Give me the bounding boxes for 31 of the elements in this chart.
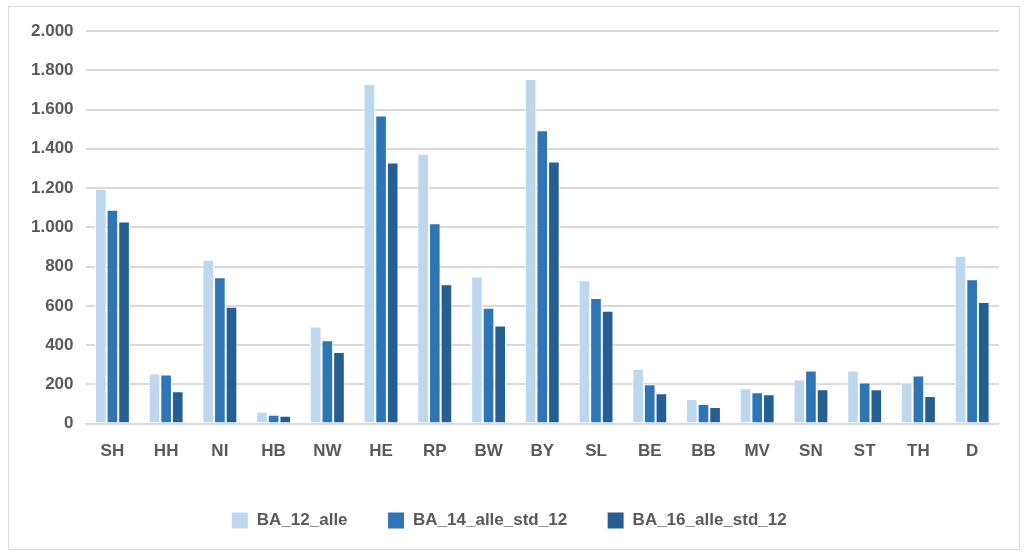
x-tick-label: HH <box>153 441 179 461</box>
x-tick-label: NW <box>313 441 343 461</box>
x-tick-label: BW <box>474 441 504 461</box>
y-tick-label: 1.400 <box>30 138 74 158</box>
y-tick-label: 200 <box>45 374 74 394</box>
legend-label: BA_16_alle_std_12 <box>632 510 787 530</box>
legend-label: BA_14_alle_std_12 <box>413 510 568 530</box>
y-tick-label: 1.600 <box>30 99 74 119</box>
y-tick-label: 400 <box>45 334 74 354</box>
x-tick-label: BY <box>530 441 555 461</box>
x-tick-label: BB <box>691 441 716 461</box>
x-tick-label: MV <box>744 441 771 461</box>
x-tick-label: HE <box>369 441 393 461</box>
x-tick-label: SL <box>585 441 607 461</box>
x-tick-label: ST <box>853 441 877 461</box>
x-tick-label: NI <box>211 441 229 461</box>
x-tick-label: BE <box>637 441 662 461</box>
x-tick-label: SN <box>799 441 823 461</box>
y-tick-label: 600 <box>45 295 74 315</box>
x-tick-label: SH <box>100 441 125 461</box>
x-tick-label: HB <box>261 441 286 461</box>
y-tick-label: 1.800 <box>30 59 74 79</box>
y-tick-label: 0 <box>64 413 74 433</box>
legend-label: BA_12_alle <box>256 510 348 530</box>
y-tick-label: 1.000 <box>30 216 74 236</box>
y-tick-label: 800 <box>45 256 74 276</box>
y-tick-label: 1.200 <box>30 177 74 197</box>
x-tick-label: D <box>965 441 979 461</box>
x-tick-label: TH <box>907 441 930 461</box>
y-tick-label: 2.000 <box>30 20 74 40</box>
x-tick-label: RP <box>422 441 447 461</box>
